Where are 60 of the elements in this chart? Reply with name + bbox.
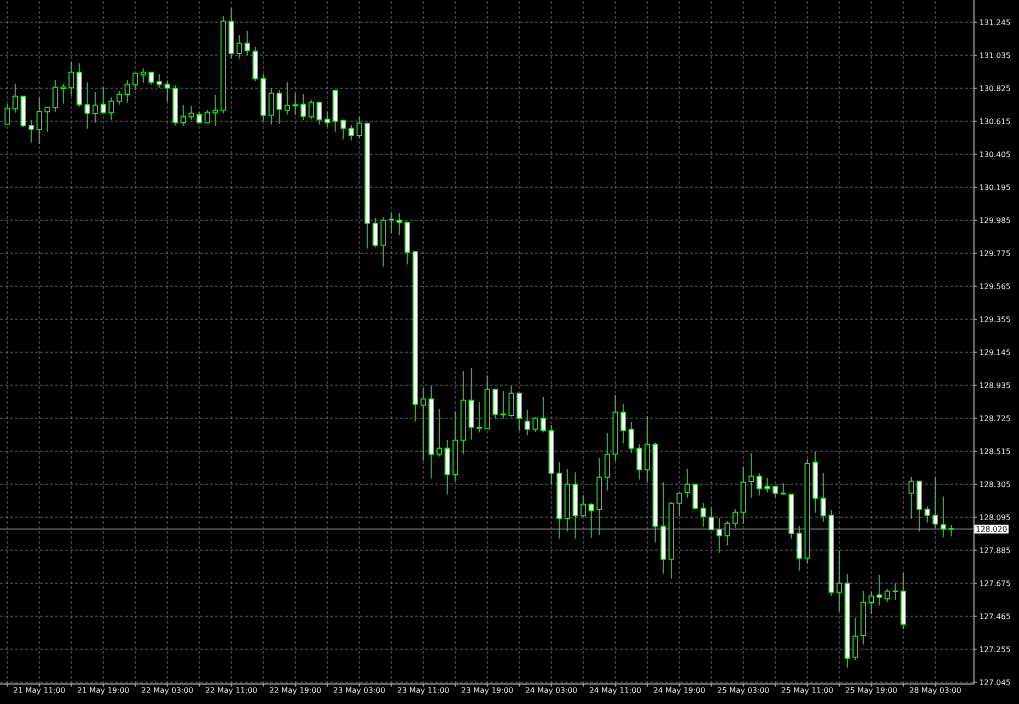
candlestick: [92, 91, 99, 124]
candlestick: [908, 476, 915, 520]
candlestick: [500, 390, 507, 420]
candlestick: [708, 506, 715, 531]
candlestick: [932, 476, 939, 529]
candlestick: [284, 81, 291, 116]
candlestick: [588, 502, 595, 539]
candlestick: [244, 30, 251, 56]
candlestick: [396, 212, 403, 236]
candlestick: [684, 468, 691, 499]
candlestick: [724, 520, 731, 547]
candlestick: [108, 96, 115, 121]
candlestick: [524, 409, 531, 436]
candlestick: [420, 387, 427, 462]
candlestick: [372, 217, 379, 248]
candlestick: [300, 93, 307, 121]
candlestick: [700, 502, 707, 528]
candlestick: [60, 83, 67, 105]
candlestick: [604, 432, 611, 492]
candlestick: [292, 92, 299, 116]
candlestick: [236, 34, 243, 60]
candlestick: [68, 61, 75, 97]
candlestick: [316, 101, 323, 126]
candlestick: [340, 119, 347, 140]
candlestick: [868, 591, 875, 615]
candlestick: [436, 408, 443, 458]
candlestick: [212, 94, 219, 127]
candlestick: [756, 472, 763, 497]
candlestick: [28, 119, 35, 144]
candlestick: [748, 452, 755, 499]
candlestick: [636, 443, 643, 481]
candlestick: [676, 492, 683, 517]
candlestick: [100, 86, 107, 114]
candlestick: [836, 549, 843, 613]
candlestick: [180, 104, 187, 127]
candlestick: [388, 212, 395, 234]
candlestick: [876, 574, 883, 607]
candlestick: [268, 87, 275, 126]
candlestick: [852, 617, 859, 661]
candlestick: [580, 494, 587, 518]
candlestick: [124, 79, 131, 104]
candlestick: [36, 97, 43, 145]
candlestick: [44, 106, 51, 133]
candlestick: [820, 472, 827, 523]
candlestick: [476, 401, 483, 434]
candlestick: [276, 89, 283, 125]
candlestick: [732, 508, 739, 529]
candlestick: [164, 80, 171, 103]
candlestick: [12, 83, 19, 114]
candlestick: [540, 396, 547, 434]
candlestick: [356, 116, 363, 139]
candlestick: [628, 421, 635, 454]
candlestick: [780, 482, 787, 495]
candlestick: [52, 79, 59, 113]
candlestick: [620, 403, 627, 445]
candlestick: [308, 99, 315, 120]
candlestick: [716, 517, 723, 554]
candlestick: [508, 385, 515, 418]
candlestick: [940, 495, 947, 538]
candlestick: [84, 81, 91, 130]
